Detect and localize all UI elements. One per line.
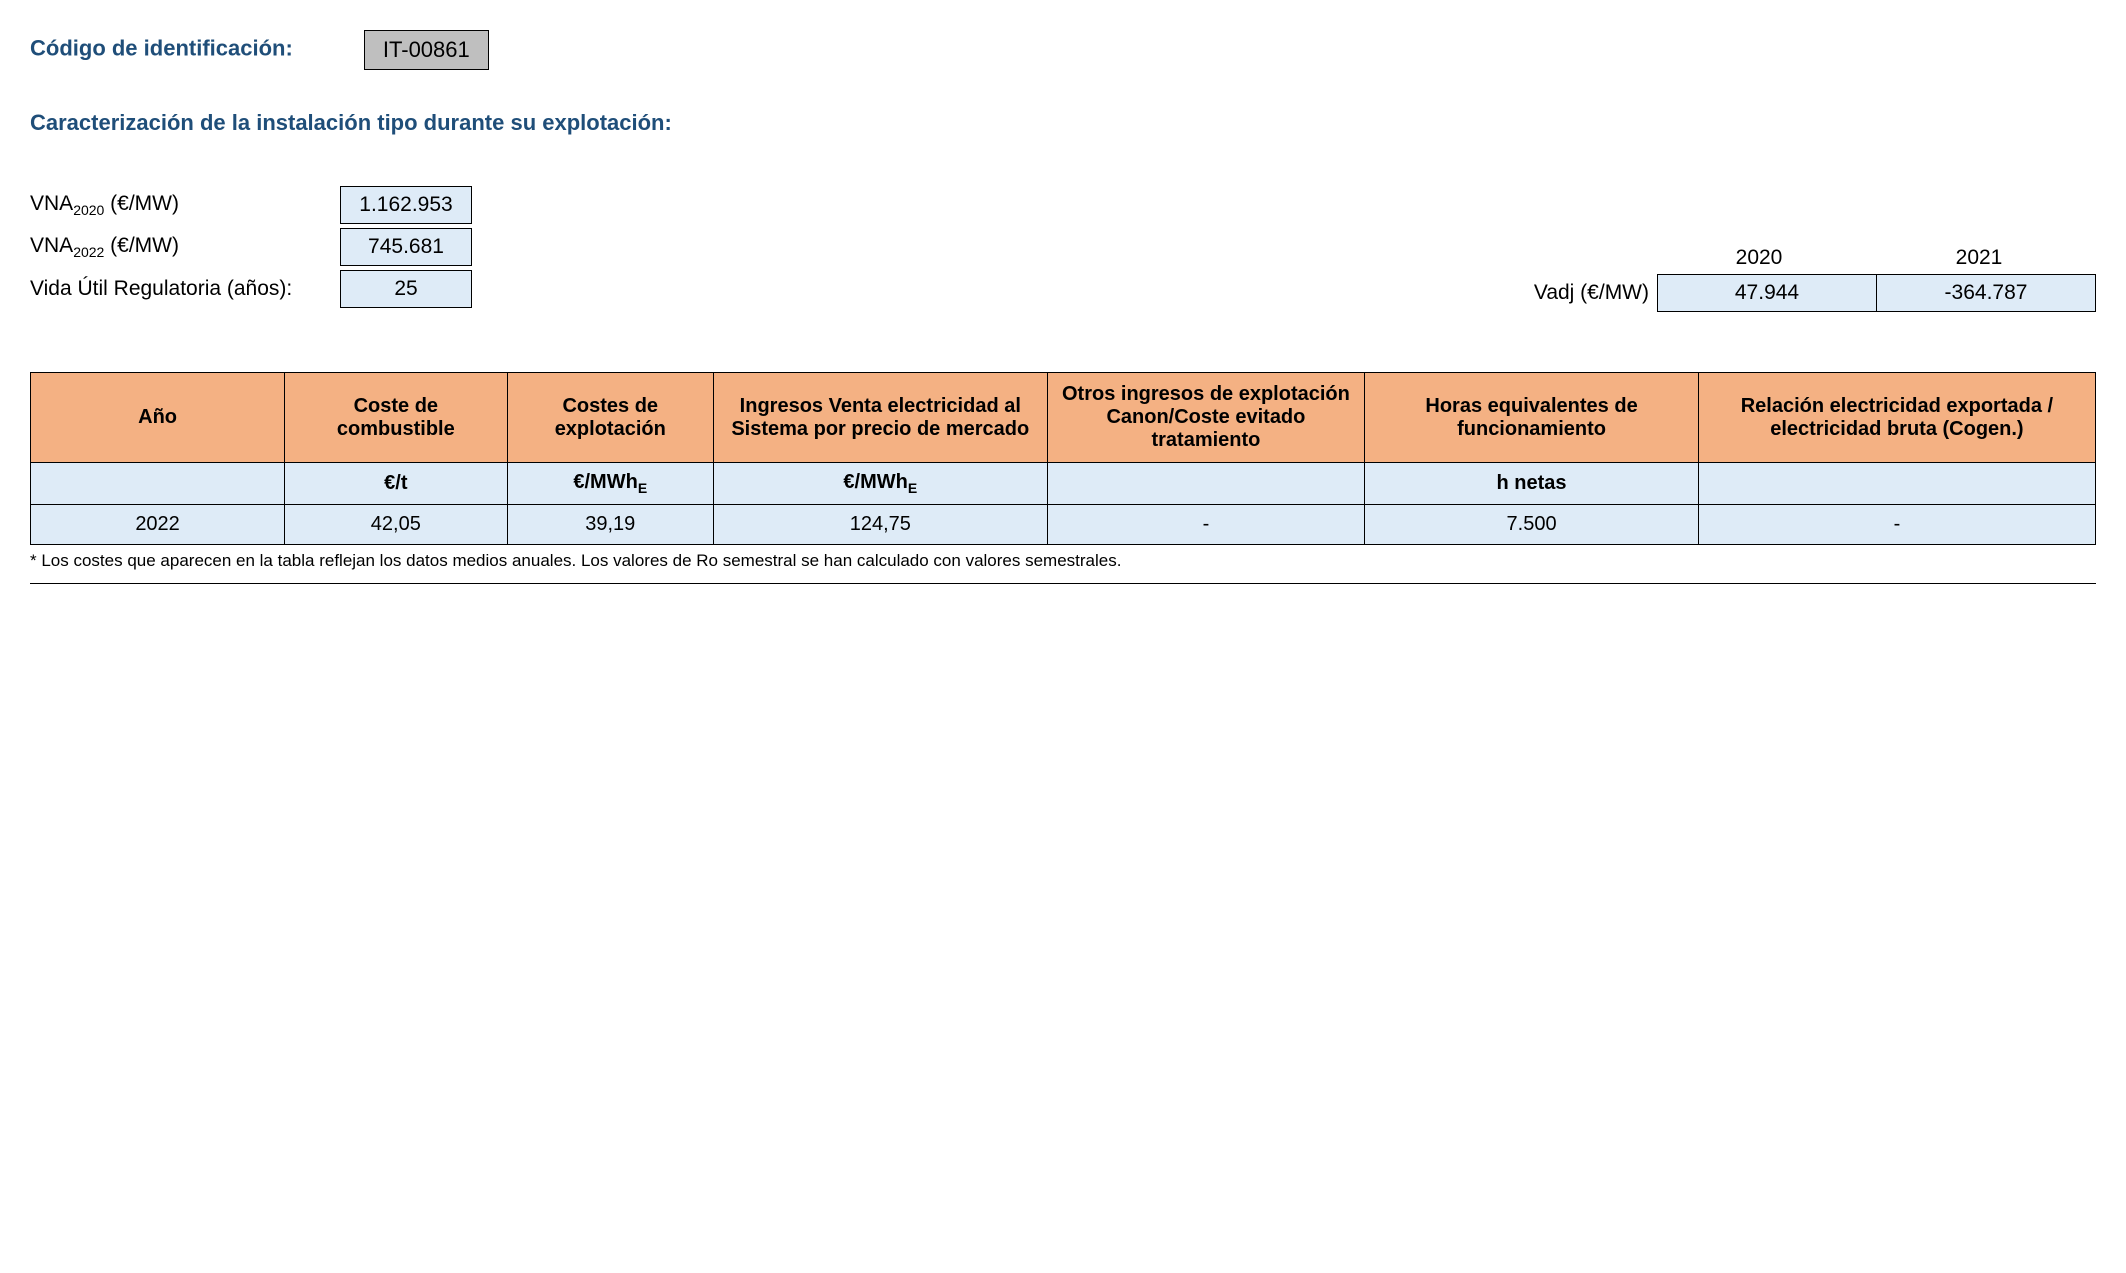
cell-relacion: -: [1698, 505, 2095, 545]
cell-otros: -: [1047, 505, 1365, 545]
vna2020-value: 1.162.953: [340, 186, 472, 224]
footnote: * Los costes que aparecen en la tabla re…: [30, 551, 2096, 571]
th-relacion: Relación electricidad exportada / electr…: [1698, 373, 2095, 463]
vida-value: 25: [340, 270, 472, 308]
table-units-row: €/t €/MWhE €/MWhE h netas: [31, 463, 2096, 505]
unit-combustible: €/t: [285, 463, 507, 505]
unit-otros: [1047, 463, 1365, 505]
th-horas: Horas equivalentes de funcionamiento: [1365, 373, 1699, 463]
unit-relacion: [1698, 463, 2095, 505]
table-data-row: 2022 42,05 39,19 124,75 - 7.500 -: [31, 505, 2096, 545]
table-header-row: Año Coste de combustible Costes de explo…: [31, 373, 2096, 463]
vna2022-label: VNA2022 (€/MW): [30, 234, 340, 260]
codigo-value: IT-00861: [364, 30, 489, 70]
th-explotacion: Costes de explotación: [507, 373, 714, 463]
th-combustible: Coste de combustible: [285, 373, 507, 463]
section-title: Caracterización de la instalación tipo d…: [30, 110, 2096, 136]
cell-ano: 2022: [31, 505, 285, 545]
unit-ingresos: €/MWhE: [714, 463, 1048, 505]
th-otros: Otros ingresos de explotación Canon/Cost…: [1047, 373, 1365, 463]
cell-horas: 7.500: [1365, 505, 1699, 545]
vadj-year-2021: 2021: [1869, 246, 2089, 270]
vadj-label: Vadj (€/MW): [1509, 281, 1657, 305]
cell-combustible: 42,05: [285, 505, 507, 545]
vadj-2020-value: 47.944: [1657, 274, 1877, 312]
vadj-2021-value: -364.787: [1877, 274, 2096, 312]
vna-block: VNA2020 (€/MW) 1.162.953 VNA2022 (€/MW) …: [30, 186, 472, 312]
unit-ano: [31, 463, 285, 505]
main-table: Año Coste de combustible Costes de explo…: [30, 372, 2096, 545]
separator: [30, 583, 2096, 584]
vida-label: Vida Útil Regulatoria (años):: [30, 277, 340, 301]
vadj-year-2020: 2020: [1649, 246, 1869, 270]
cell-explotacion: 39,19: [507, 505, 714, 545]
cell-ingresos: 124,75: [714, 505, 1048, 545]
th-ingresos: Ingresos Venta electricidad al Sistema p…: [714, 373, 1048, 463]
vna2020-label: VNA2020 (€/MW): [30, 192, 340, 218]
vadj-block: 2020 2021 Vadj (€/MW) 47.944 -364.787: [1509, 246, 2096, 312]
unit-explotacion: €/MWhE: [507, 463, 714, 505]
th-ano: Año: [31, 373, 285, 463]
vna2022-value: 745.681: [340, 228, 472, 266]
unit-horas: h netas: [1365, 463, 1699, 505]
codigo-label: Código de identificación:: [30, 35, 293, 60]
